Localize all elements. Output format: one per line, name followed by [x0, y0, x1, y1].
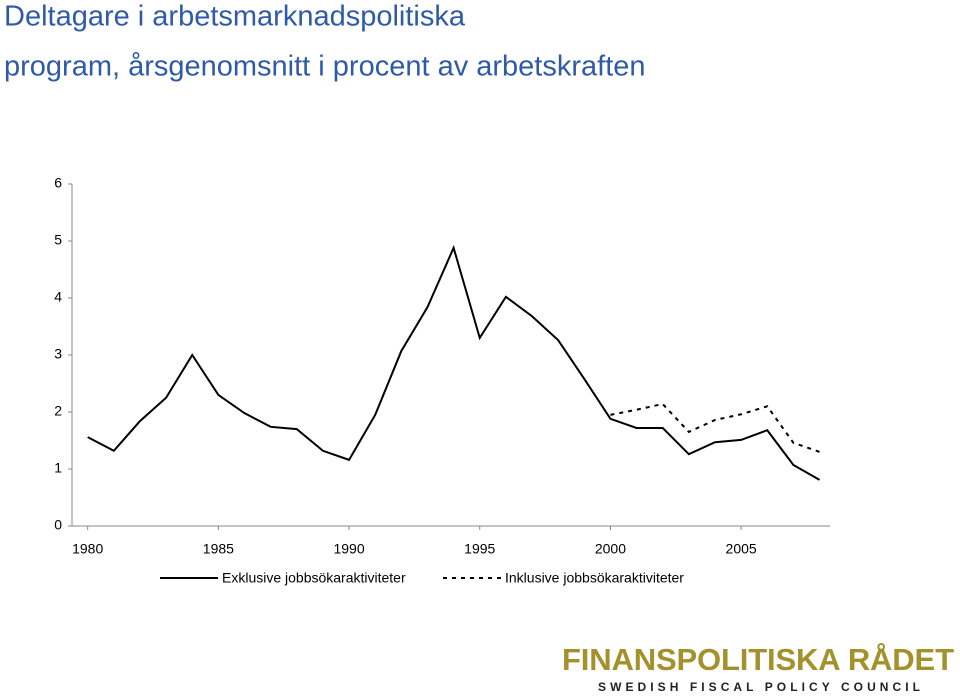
- x-tick-label: 2005: [726, 541, 757, 557]
- y-tick-label: 5: [54, 232, 62, 248]
- legend-label: Inklusive jobbsökaraktiviteter: [505, 570, 684, 586]
- y-tick-label: 3: [54, 346, 62, 362]
- tagline: SWEDISH FISCAL POLICY COUNCIL: [598, 680, 920, 694]
- x-tick-label: 2000: [595, 541, 626, 557]
- legend-label: Exklusive jobbsökaraktiviteter: [222, 570, 406, 586]
- logo: FINANSPOLITISKA RÅDET: [562, 642, 954, 677]
- y-tick-label: 4: [54, 289, 62, 305]
- x-tick-label: 1995: [464, 541, 495, 557]
- x-tick-label: 1985: [203, 541, 234, 557]
- chart-title: program, årsgenomsnitt i procent av arbe…: [4, 51, 646, 83]
- y-tick-label: 2: [54, 403, 62, 419]
- y-tick-label: 0: [54, 517, 62, 533]
- y-tick-label: 6: [54, 175, 62, 191]
- x-tick-label: 1980: [72, 541, 103, 557]
- series-line: [610, 402, 820, 453]
- series-line: [87, 244, 821, 481]
- x-tick-label: 1990: [333, 541, 364, 557]
- chart-title: Deltagare i arbetsmarknadspolitiska: [4, 1, 466, 33]
- y-tick-label: 1: [54, 460, 62, 476]
